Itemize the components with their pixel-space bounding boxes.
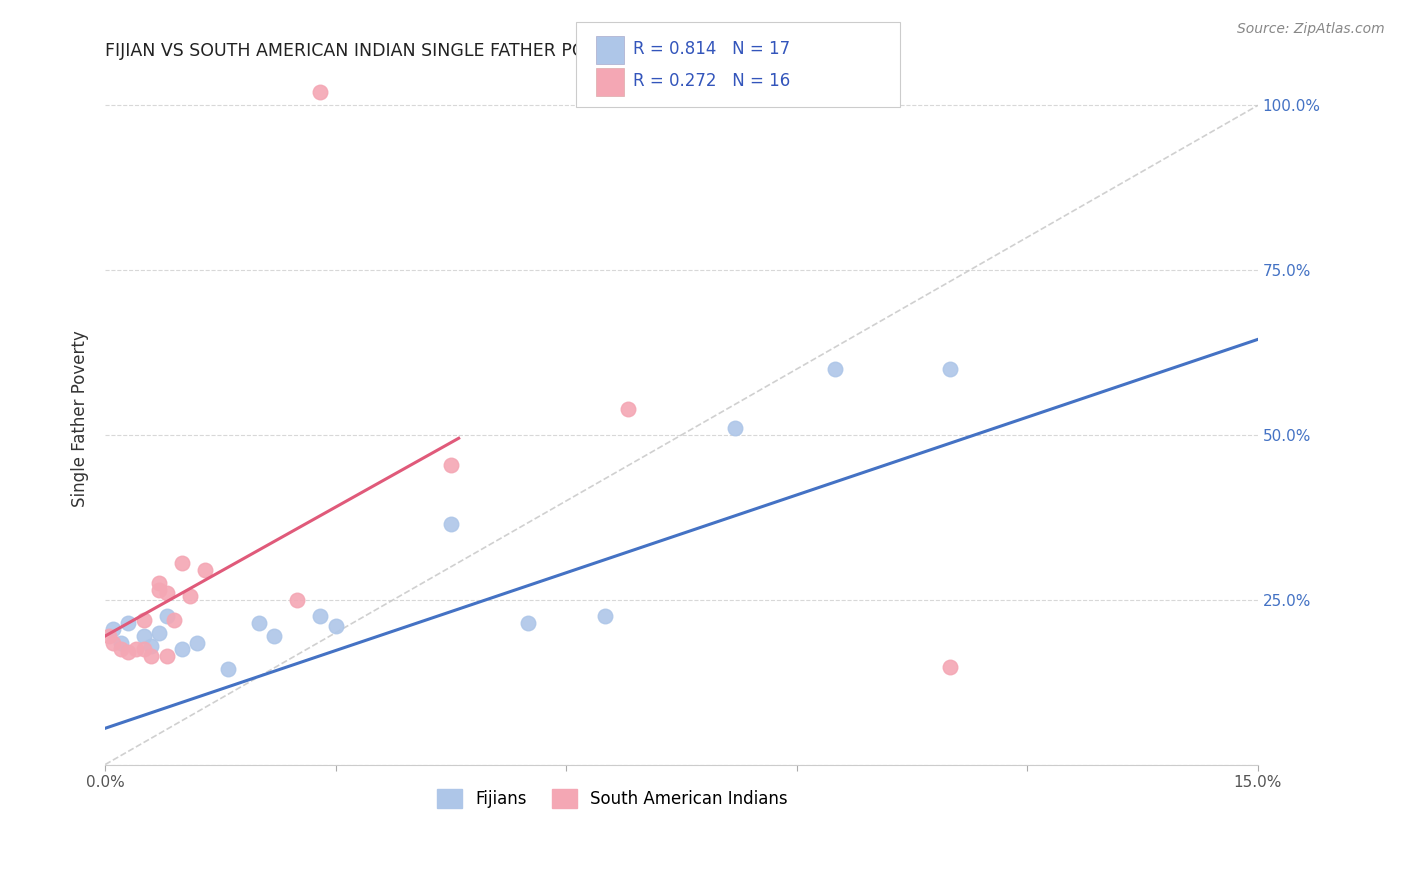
Text: R = 0.814   N = 17: R = 0.814 N = 17 [633, 40, 790, 58]
Point [939, 362, 962, 376]
Point [125, 642, 148, 657]
Point [309, 609, 332, 624]
Point [148, 582, 170, 597]
Point [156, 609, 179, 624]
Point [148, 576, 170, 591]
Point [132, 629, 155, 643]
Point [616, 401, 638, 416]
Point [285, 592, 308, 607]
Point [440, 458, 463, 472]
Point [170, 557, 193, 571]
Point [440, 516, 463, 531]
Point [263, 629, 285, 643]
Text: FIJIAN VS SOUTH AMERICAN INDIAN SINGLE FATHER POVERTY CORRELATION CHART: FIJIAN VS SOUTH AMERICAN INDIAN SINGLE F… [105, 42, 835, 60]
Point [117, 615, 139, 630]
Point [101, 623, 124, 637]
Point [194, 563, 217, 577]
Point [132, 642, 155, 657]
Point [110, 642, 132, 657]
Point [186, 635, 208, 649]
Point [593, 609, 616, 624]
Legend: Fijians, South American Indians: Fijians, South American Indians [430, 782, 794, 815]
Point [179, 590, 201, 604]
Point [939, 660, 962, 674]
Point [724, 421, 747, 435]
Point [132, 613, 155, 627]
Point [156, 648, 179, 663]
Text: R = 0.272   N = 16: R = 0.272 N = 16 [633, 72, 790, 90]
Point [117, 645, 139, 659]
Point [110, 635, 132, 649]
Point [309, 85, 332, 99]
Point [141, 648, 163, 663]
Point [156, 586, 179, 600]
Point [98, 629, 121, 643]
Point [217, 662, 239, 676]
Point [101, 635, 124, 649]
Y-axis label: Single Father Poverty: Single Father Poverty [72, 330, 89, 507]
Point [516, 615, 538, 630]
Point [148, 625, 170, 640]
Point [824, 362, 846, 376]
Point [247, 615, 270, 630]
Point [170, 642, 193, 657]
Point [141, 639, 163, 653]
Point [325, 619, 347, 633]
Text: Source: ZipAtlas.com: Source: ZipAtlas.com [1237, 22, 1385, 37]
Point [163, 613, 186, 627]
